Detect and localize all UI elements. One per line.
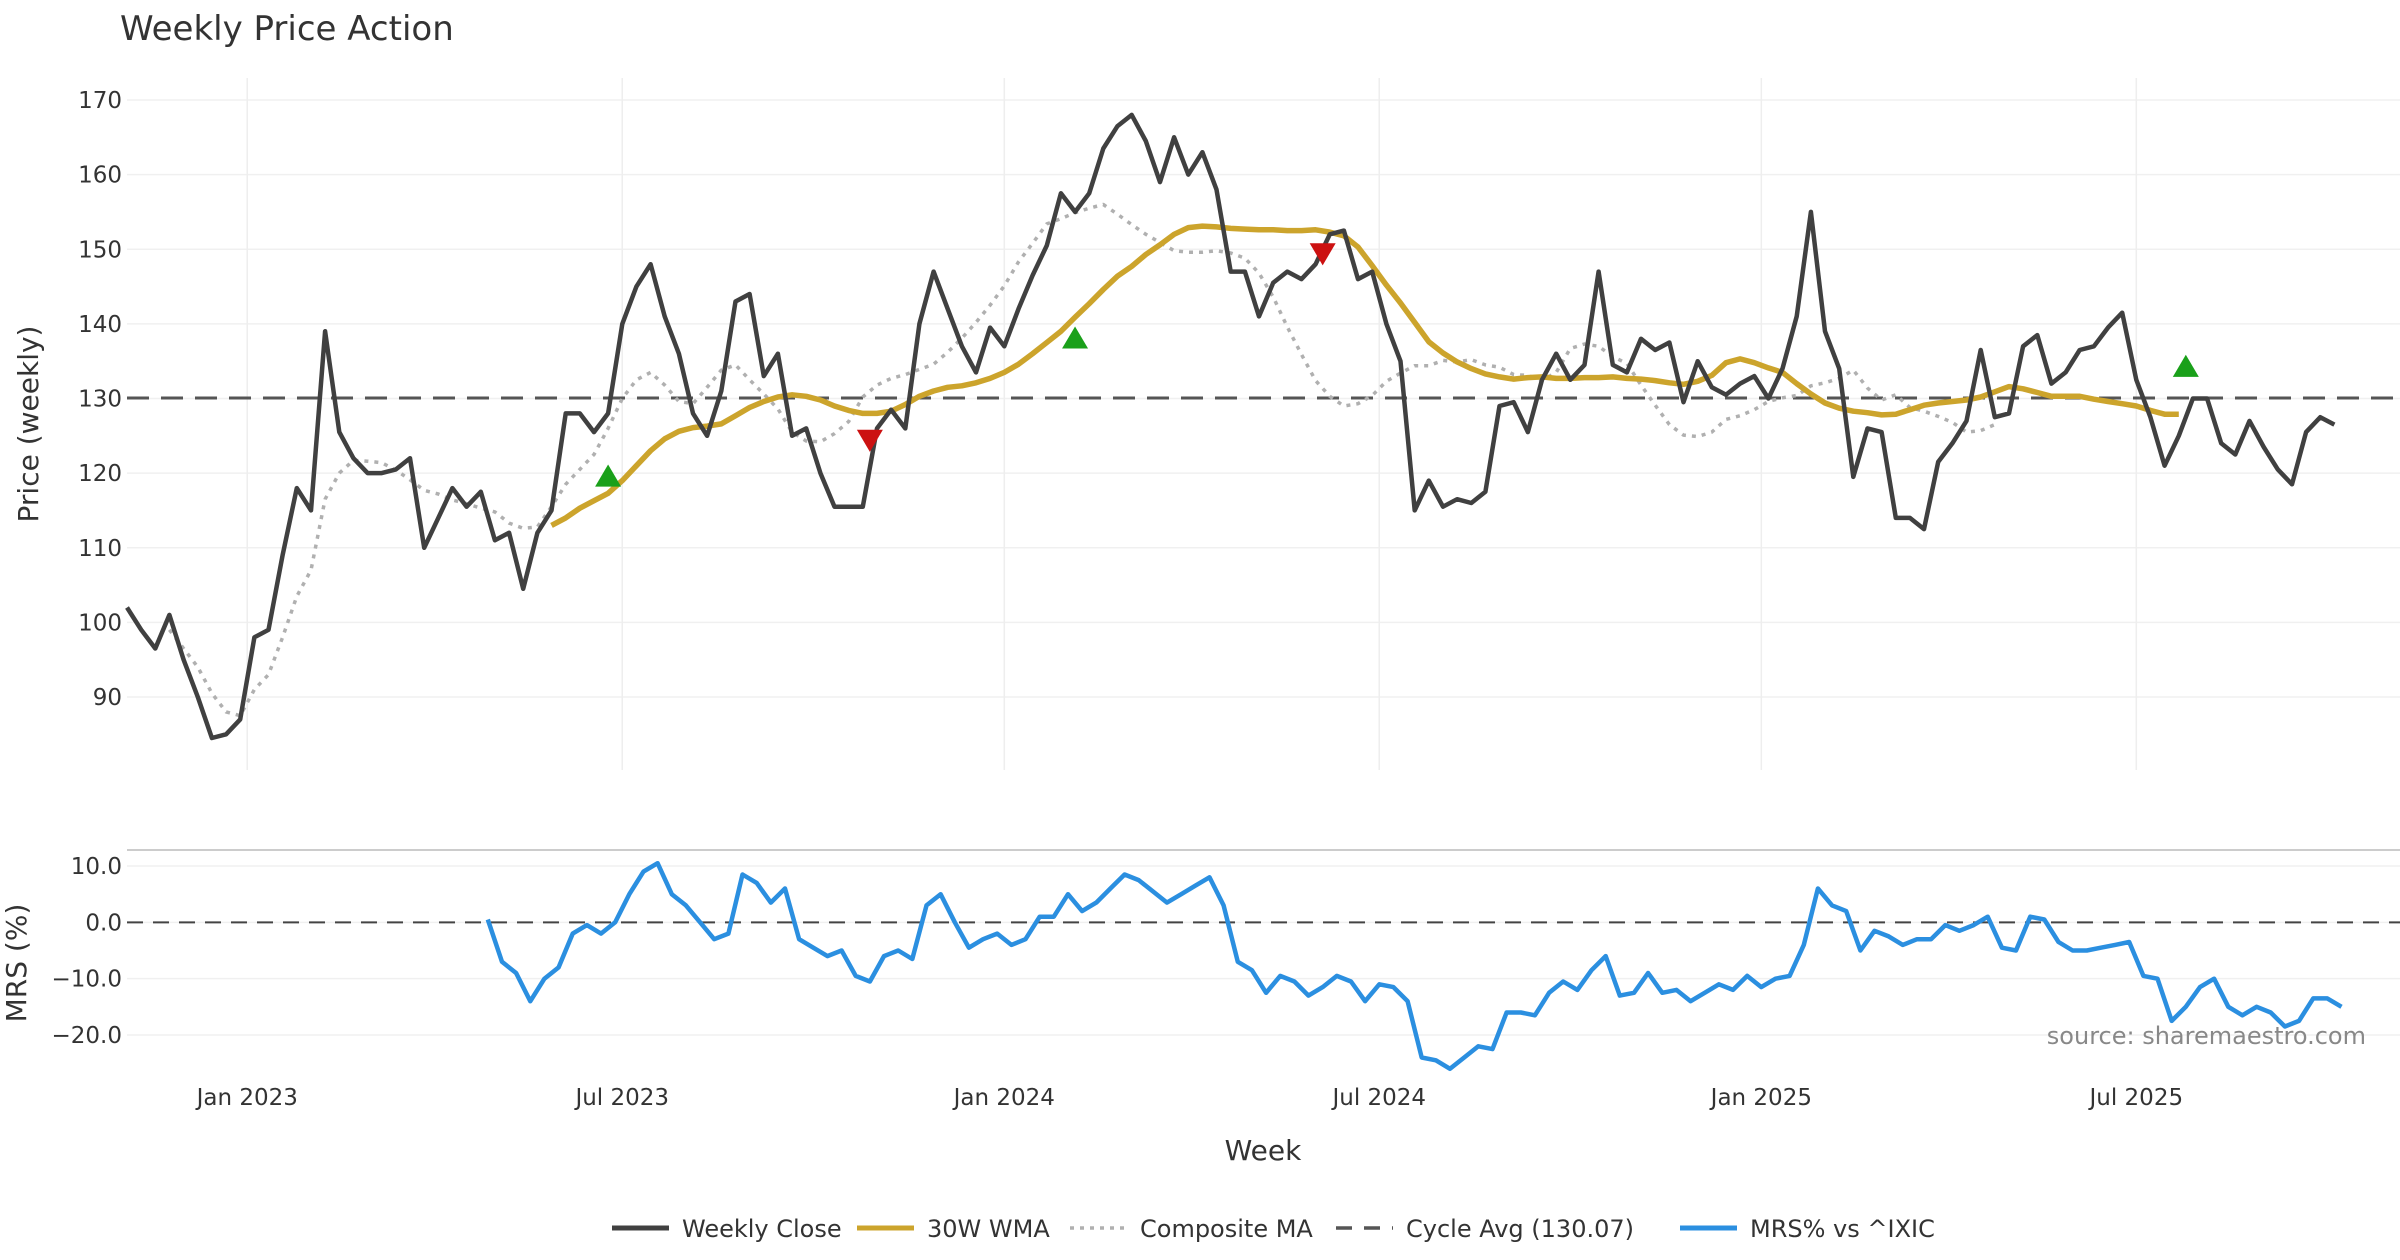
price-y-tick-label: 90 — [93, 685, 122, 711]
price-grid: 90 100 110 120 130 140 150 160 170 — [78, 78, 2400, 770]
legend-label: Weekly Close — [682, 1215, 842, 1243]
x-axis-title: Week — [1225, 1134, 1302, 1167]
price-y-tick-label: 130 — [78, 387, 122, 413]
sell-signal-marker — [1309, 243, 1336, 266]
buy-signal-marker — [1062, 326, 1089, 349]
x-tick-label: Jul 2025 — [2087, 1085, 2183, 1111]
sell-signal-marker — [856, 429, 883, 452]
price-y-tick-label: 120 — [78, 461, 122, 487]
price-y-tick-label: 150 — [78, 237, 122, 263]
legend-label: Composite MA — [1140, 1215, 1313, 1243]
mrs-y-tick-label: −20.0 — [52, 1023, 122, 1049]
mrs-grid: 10.0 0.0 −10.0 −20.0 Jan 2023 Jul 2023 Jan 202… — [52, 854, 2400, 1111]
price-y-tick-label: 110 — [78, 536, 122, 562]
legend: Weekly Close 30W WMA Composite MA Cycle Avg… — [612, 1215, 1935, 1243]
x-tick-label: Jan 2025 — [1709, 1085, 1812, 1111]
x-tick-label: Jan 2024 — [952, 1085, 1055, 1111]
x-tick-label: Jul 2024 — [1330, 1085, 1426, 1111]
price-y-tick-label: 170 — [78, 88, 122, 114]
price-y-tick-label: 140 — [78, 312, 122, 338]
series-weekly-close — [125, 112, 2336, 741]
series-mrs — [485, 860, 2343, 1072]
price-y-tick-label: 100 — [78, 610, 122, 636]
x-tick-label: Jan 2023 — [195, 1085, 298, 1111]
price-y-tick-label: 160 — [78, 163, 122, 189]
buy-signal-marker — [2172, 354, 2199, 377]
price-y-axis-title: Price (weekly) — [12, 326, 45, 523]
chart-title: Weekly Price Action — [120, 9, 454, 49]
source-note: source: sharemaestro.com — [2047, 1022, 2366, 1050]
legend-label: Cycle Avg (130.07) — [1406, 1215, 1634, 1243]
buy-signal-marker — [595, 464, 622, 487]
series-composite-ma — [168, 202, 1996, 718]
series-30w-wma — [550, 223, 2179, 528]
mrs-y-tick-label: 10.0 — [71, 854, 122, 880]
x-tick-label: Jul 2023 — [573, 1085, 669, 1111]
signal-markers — [595, 243, 2199, 487]
mrs-y-tick-label: 0.0 — [85, 910, 122, 936]
legend-label: 30W WMA — [927, 1215, 1050, 1243]
legend-label: MRS% vs ^IXIC — [1750, 1215, 1935, 1243]
mrs-y-axis-title: MRS (%) — [0, 904, 33, 1023]
mrs-y-tick-label: −10.0 — [52, 967, 122, 993]
